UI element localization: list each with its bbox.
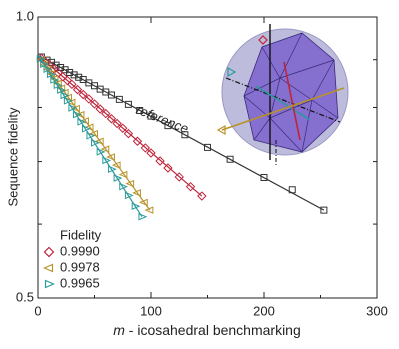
- y-axis-label: Sequence fidelity: [5, 107, 20, 207]
- fit-line: [37, 54, 143, 218]
- data-point: [144, 206, 154, 214]
- data-point: [125, 179, 135, 188]
- data-point: [132, 136, 143, 146]
- legend-marker: [43, 246, 55, 258]
- data-point: [204, 143, 211, 151]
- data-point: [155, 156, 165, 166]
- data-point: [113, 174, 123, 182]
- x-axis-variable: m: [113, 322, 125, 338]
- data-point: [106, 114, 117, 124]
- data-point: [77, 118, 87, 126]
- data-point: [320, 206, 328, 214]
- data-point: [147, 112, 155, 120]
- legend-label: 0.9990: [60, 243, 100, 258]
- data-point: [163, 163, 173, 173]
- data-point: [67, 79, 77, 90]
- data-point: [124, 100, 132, 108]
- x-axis-label: m - icosahedral benchmarking: [113, 322, 301, 338]
- legend-marker: [44, 279, 55, 289]
- data-point: [226, 155, 234, 163]
- y-tick-label: 0.5: [16, 289, 34, 304]
- data-point: [75, 73, 83, 81]
- data-point: [132, 189, 141, 197]
- legend-title: Fidelity: [60, 227, 102, 242]
- data-point: [71, 104, 80, 113]
- data-point: [95, 104, 105, 114]
- data-point: [57, 86, 66, 94]
- data-point: [62, 75, 73, 86]
- data-point: [100, 145, 110, 153]
- data-point: [107, 91, 115, 99]
- annotation: reference: [134, 102, 191, 136]
- data-point: [43, 65, 53, 74]
- legend-label: 0.9978: [60, 259, 100, 274]
- data-point: [138, 198, 148, 207]
- data-point: [140, 143, 151, 153]
- data-point: [131, 202, 141, 211]
- data-point: [119, 182, 129, 191]
- x-tick-label: 100: [140, 303, 162, 318]
- data-point: [185, 181, 196, 192]
- data-point: [111, 161, 121, 169]
- data-point: [61, 66, 69, 74]
- data-point: [197, 191, 207, 201]
- y-tick-label: 1.0: [16, 8, 34, 23]
- data-point: [260, 174, 268, 182]
- data-point: [72, 84, 83, 95]
- data-point: [102, 156, 112, 165]
- x-tick-label: 200: [253, 303, 275, 318]
- inset-illustration: [216, 24, 349, 165]
- data-point: [118, 123, 128, 133]
- data-point: [107, 165, 117, 173]
- data-point: [118, 170, 128, 179]
- data-point: [60, 91, 70, 100]
- data-point: [138, 212, 148, 221]
- legend-marker: [43, 263, 54, 273]
- data-point: [56, 84, 66, 92]
- x-tick-label: 300: [366, 303, 388, 318]
- data-point: [36, 55, 46, 63]
- data-point: [72, 110, 82, 119]
- data-point: [123, 128, 134, 139]
- data-point: [94, 137, 104, 146]
- data-point: [288, 186, 296, 194]
- x-axis-text: - icosahedral benchmarking: [125, 322, 301, 338]
- data-point: [84, 94, 94, 104]
- data-point: [81, 125, 91, 133]
- data-point: [112, 118, 122, 129]
- data-point: [181, 131, 189, 139]
- data-point: [53, 79, 62, 88]
- data-point: [63, 97, 73, 105]
- data-point: [68, 104, 78, 112]
- data-point: [174, 172, 184, 182]
- data-point: [124, 191, 134, 200]
- data-point: [164, 122, 172, 130]
- data-point: [91, 139, 100, 147]
- data-point: [101, 108, 111, 119]
- data-point: [89, 129, 98, 138]
- data-point: [78, 89, 88, 100]
- data-point: [40, 60, 49, 69]
- data-point: [115, 95, 123, 103]
- data-point: [46, 70, 56, 79]
- data-point: [86, 132, 96, 140]
- data-point: [75, 110, 85, 119]
- data-point: [146, 148, 156, 158]
- data-point: [136, 107, 144, 115]
- data-point: [106, 153, 115, 161]
- data-point: [89, 99, 100, 109]
- data-point: [50, 76, 60, 84]
- legend-label: 0.9965: [60, 275, 100, 290]
- data-point: [96, 148, 106, 156]
- data-point: [70, 71, 78, 79]
- data-point: [66, 69, 74, 77]
- x-tick-label: 0: [34, 303, 41, 318]
- data-point: [58, 72, 68, 82]
